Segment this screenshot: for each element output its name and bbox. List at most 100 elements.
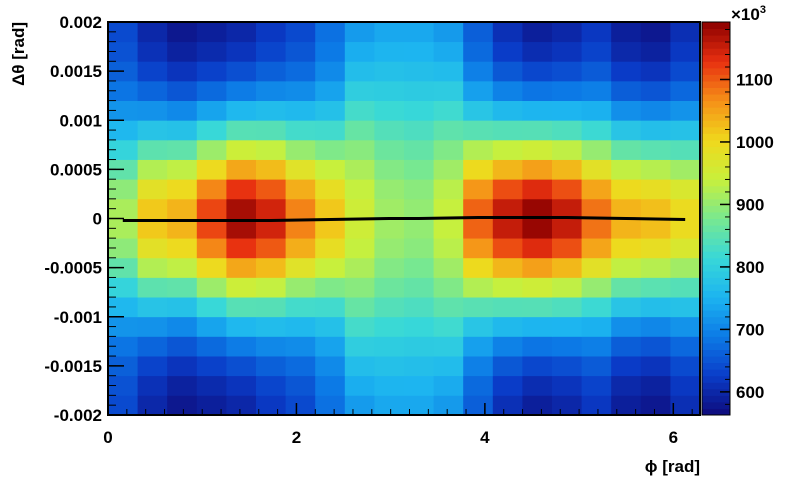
heatmap-cell <box>196 356 227 377</box>
heatmap-cell <box>640 61 671 82</box>
palette-step <box>702 388 730 396</box>
heatmap-cell <box>433 395 464 416</box>
heatmap-cell <box>670 80 701 101</box>
heatmap-cell <box>581 159 612 180</box>
heatmap-cell <box>374 297 405 318</box>
heatmap-cell <box>433 159 464 180</box>
heatmap-cell <box>315 61 346 82</box>
palette-step <box>702 395 730 403</box>
heatmap-cell <box>374 159 405 180</box>
heatmap-cell <box>552 277 582 298</box>
heatmap-cell <box>522 238 553 259</box>
heatmap-cell <box>463 139 494 160</box>
y-tick-label: 0 <box>93 210 102 229</box>
heatmap-cell <box>640 22 671 43</box>
heatmap-cell <box>404 356 435 377</box>
palette-step <box>702 74 730 82</box>
palette-step <box>702 35 730 43</box>
heatmap-cell <box>315 218 346 239</box>
heatmap-cell <box>344 395 375 416</box>
heatmap-cell <box>463 159 494 180</box>
heatmap-cell <box>285 41 316 62</box>
palette-step <box>702 22 730 30</box>
heatmap-cell <box>108 316 139 337</box>
heatmap-cell <box>226 22 257 43</box>
heatmap-cell <box>344 41 375 62</box>
heatmap-cell <box>522 139 553 160</box>
heatmap-cell <box>433 22 464 43</box>
heatmap-cell <box>137 41 168 62</box>
palette-step <box>702 146 730 154</box>
x-tick-label: 2 <box>292 428 301 447</box>
heatmap-cell <box>196 257 227 278</box>
heatmap-cell <box>108 375 139 396</box>
heatmap-cell <box>640 218 671 239</box>
palette-step <box>702 369 730 377</box>
heatmap-cell <box>108 198 139 219</box>
heatmap-cell <box>670 22 701 43</box>
heatmap-cell <box>611 277 642 298</box>
heatmap-cell <box>404 198 435 219</box>
heatmap-cell <box>344 218 375 239</box>
heatmap-cell <box>433 277 464 298</box>
heatmap-cell <box>196 139 227 160</box>
heatmap-cell <box>670 356 701 377</box>
heatmap-cell <box>374 336 405 357</box>
heatmap-cell <box>522 395 553 416</box>
heatmap-cell <box>226 179 257 200</box>
y-tick-label: -0.002 <box>54 406 102 425</box>
heatmap-cell <box>492 120 523 141</box>
heatmap-cell <box>433 297 464 318</box>
heatmap-cell <box>167 159 198 180</box>
heatmap-cell <box>670 375 701 396</box>
heatmap-cell <box>226 277 257 298</box>
y-tick-label: -0.0015 <box>44 357 102 376</box>
heatmap-cell <box>137 22 168 43</box>
heatmap-cell <box>108 41 139 62</box>
heatmap-cell <box>196 277 227 298</box>
heatmap-cell <box>463 238 494 259</box>
x-tick-label: 0 <box>103 428 112 447</box>
heatmap-cell <box>344 22 375 43</box>
heatmap-cell <box>581 297 612 318</box>
heatmap-cell <box>463 336 494 357</box>
heatmap-cell <box>492 218 523 239</box>
heatmap-cell <box>670 336 701 357</box>
heatmap-cell <box>552 22 582 43</box>
heatmap-cell <box>344 120 375 141</box>
heatmap-cell <box>315 41 346 62</box>
palette-step <box>702 310 730 318</box>
heatmap-cell <box>463 316 494 337</box>
heatmap-cell <box>256 159 287 180</box>
heatmap-cell <box>433 336 464 357</box>
heatmap-cell <box>670 100 701 121</box>
heatmap-cell <box>285 179 316 200</box>
heatmap-cell <box>492 61 523 82</box>
y-tick-label: 0.0005 <box>50 160 102 179</box>
palette-step <box>702 41 730 49</box>
palette-step <box>702 382 730 390</box>
heatmap-cell <box>640 80 671 101</box>
heatmap-cell <box>640 139 671 160</box>
heatmap-cell <box>196 120 227 141</box>
heatmap-cell <box>196 61 227 82</box>
heatmap-cell <box>167 356 198 377</box>
palette-step <box>702 198 730 206</box>
heatmap-cell <box>167 257 198 278</box>
heatmap-cell <box>256 80 287 101</box>
heatmap-cell <box>285 120 316 141</box>
heatmap-cell <box>256 41 287 62</box>
heatmap-cell <box>167 218 198 239</box>
palette-step <box>702 303 730 311</box>
heatmap-cell <box>285 297 316 318</box>
z-tick-label: 600 <box>736 383 764 402</box>
heatmap-cell <box>196 41 227 62</box>
heatmap-cell <box>374 120 405 141</box>
heatmap-cell <box>581 139 612 160</box>
heatmap-cell <box>611 198 642 219</box>
palette-step <box>702 284 730 292</box>
heatmap-cell <box>256 336 287 357</box>
heatmap-cell <box>404 375 435 396</box>
heatmap-cell <box>167 139 198 160</box>
heatmap-cell <box>433 139 464 160</box>
